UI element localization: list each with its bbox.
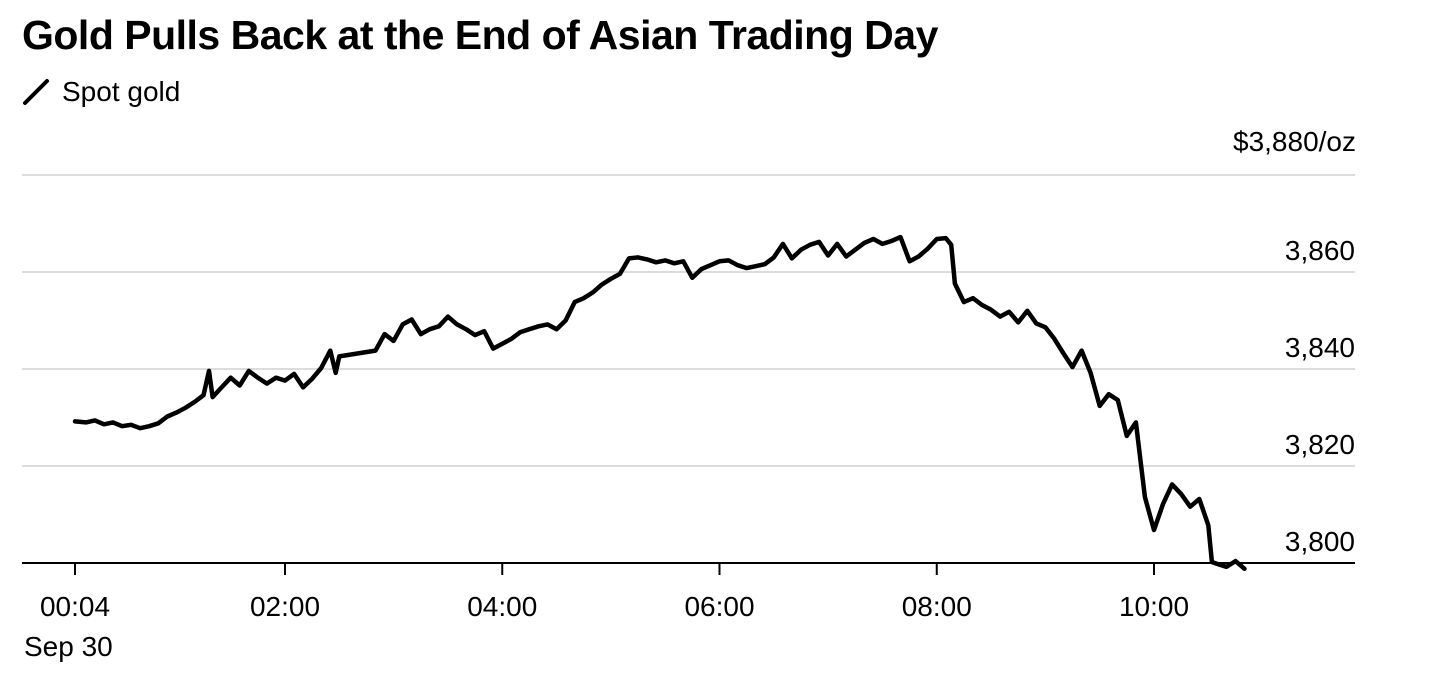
y-tick-label-3840: 3,840 xyxy=(1285,332,1355,363)
x-tick-label-0: 00:04 xyxy=(40,591,110,622)
series-line-spot-gold xyxy=(72,234,1247,572)
chart-title: Gold Pulls Back at the End of Asian Trad… xyxy=(22,12,938,58)
x-tick-sublabel-date: Sep 30 xyxy=(24,631,113,662)
x-tick-label-3: 06:00 xyxy=(684,591,754,622)
y-tick-label-3860: 3,860 xyxy=(1285,235,1355,266)
x-tick-label-4: 08:00 xyxy=(902,591,972,622)
legend-line-icon xyxy=(23,79,49,105)
legend: Spot gold xyxy=(22,76,180,108)
y-tick-label-3800: 3,800 xyxy=(1285,526,1355,557)
x-tick-label-2: 04:00 xyxy=(467,591,537,622)
x-tick-label-1: 02:00 xyxy=(250,591,320,622)
y-tick-label-3820: 3,820 xyxy=(1285,429,1355,460)
y-axis-unit-label: $3,880/oz xyxy=(1233,126,1356,157)
x-tick-label-5: 10:00 xyxy=(1119,591,1189,622)
legend-label-spot-gold: Spot gold xyxy=(62,76,181,107)
